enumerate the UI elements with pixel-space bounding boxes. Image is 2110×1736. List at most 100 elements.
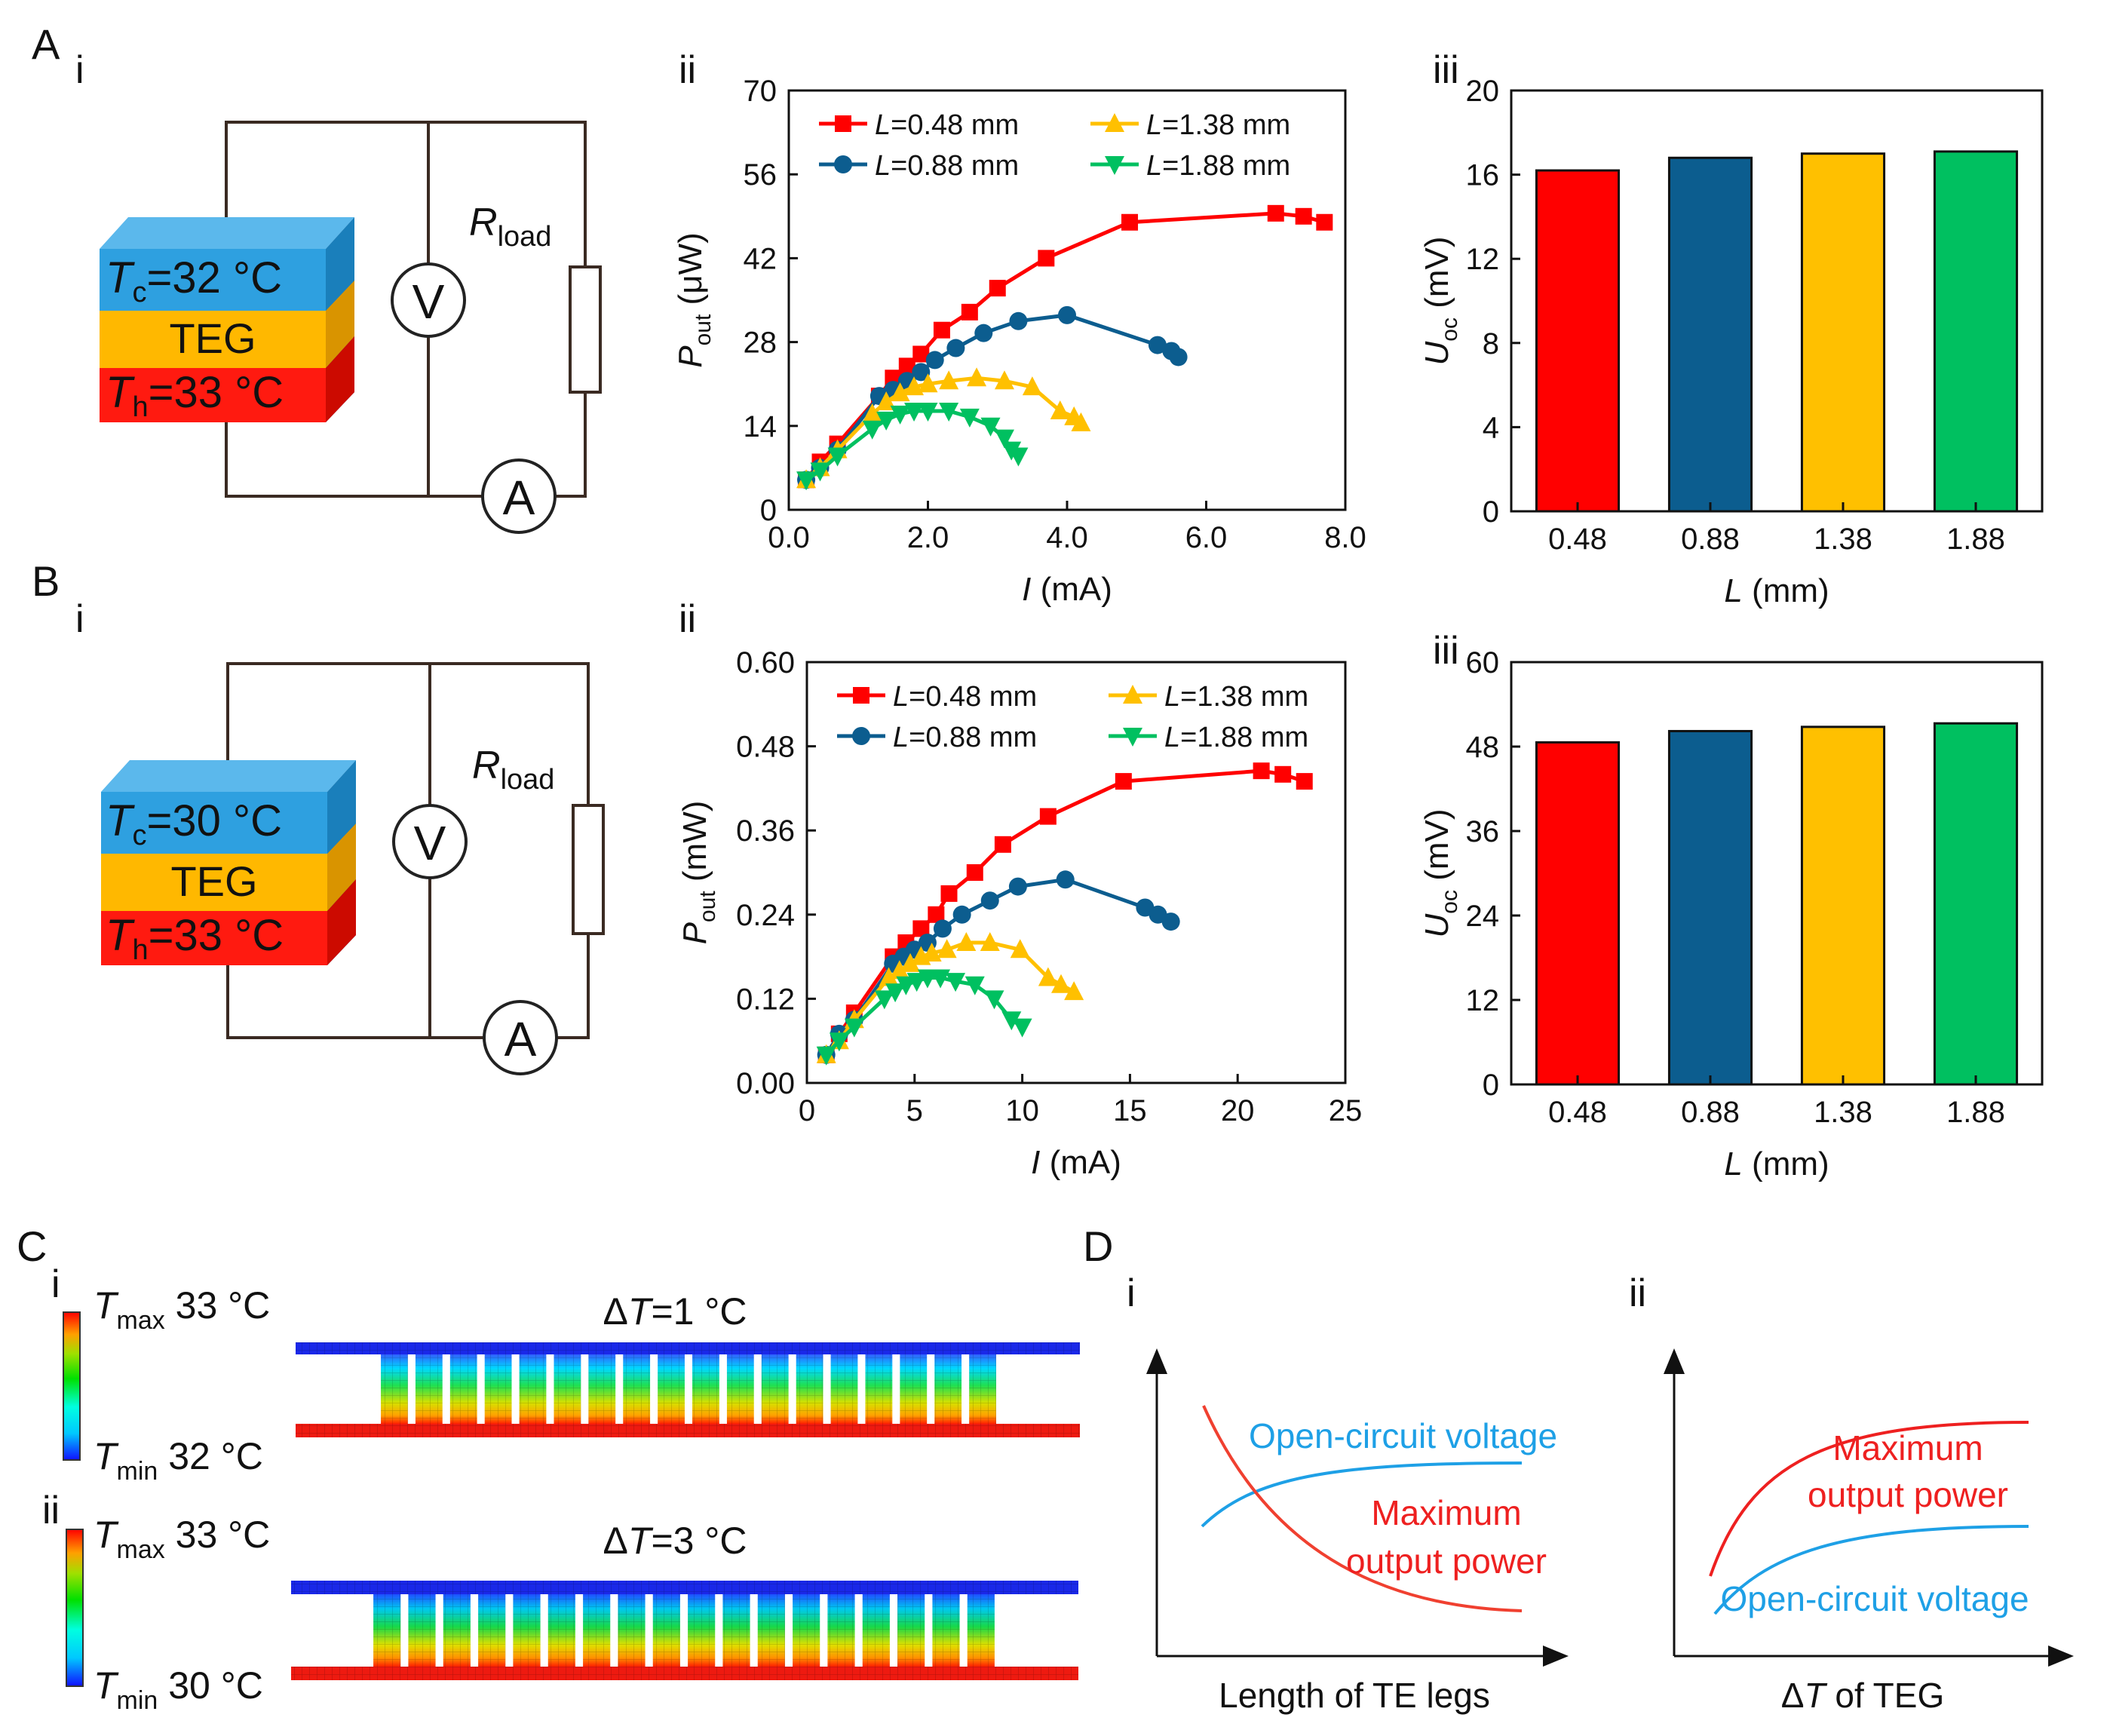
data-point (912, 920, 930, 937)
delta-t-title: ΔT=3 °C (603, 1520, 747, 1562)
te-leg-mesh (415, 1354, 443, 1424)
y-tick-label: 14 (744, 410, 777, 443)
x-axis-title: L (mm) (1724, 1146, 1829, 1182)
te-leg-mesh (588, 1354, 616, 1424)
voltage-curve (1713, 1525, 2029, 1615)
x-axis-title: L (mm) (1724, 572, 1829, 609)
data-point (946, 339, 965, 357)
tmax-label: Tmax 33 °C (94, 1284, 270, 1335)
chart-A-iii-voltage-bars: 0 4 8 12 16 20 0.48 0.88 1.38 1.88 L (mm) Uoc (mV) (1418, 75, 2044, 609)
te-leg-mesh (484, 1354, 512, 1424)
data-point (912, 363, 931, 382)
y-tick-label: 0 (760, 494, 777, 527)
bar-0.48 (1535, 741, 1621, 1086)
series-L1.88mm (796, 402, 1029, 491)
plot-frame (1510, 661, 2044, 1086)
y-arrow-icon (1146, 1348, 1167, 1374)
data-point (931, 969, 951, 989)
data-point (946, 973, 966, 992)
data-point (984, 990, 1004, 1010)
data-point (796, 471, 817, 491)
legend-marker (1105, 113, 1124, 132)
sim-C-ii: Tmax 33 °C Tmin 30 °C ΔT=3 °C (66, 1514, 1078, 1715)
tmax-label: Tmax 33 °C (94, 1514, 270, 1564)
data-point (980, 932, 1000, 951)
data-point (889, 960, 909, 980)
data-point (862, 420, 882, 440)
data-point (912, 345, 930, 363)
data-point (1039, 808, 1057, 825)
series-line (805, 211, 1326, 481)
legend-label: L=0.88 mm (893, 722, 1037, 753)
x-tick-label: 4.0 (1046, 521, 1088, 554)
data-point (989, 280, 1006, 297)
legend-marker (835, 115, 851, 132)
legend-label: L=0.48 mm (875, 109, 1019, 141)
series-line (824, 768, 1305, 1057)
y-tick-label: 20 (1466, 75, 1500, 108)
voltage-curve-label: Open-circuit voltage (1720, 1579, 2029, 1618)
series-line (805, 313, 1180, 482)
data-point (965, 976, 985, 995)
legend-label: L=1.38 mm (1146, 109, 1290, 141)
data-point (1161, 912, 1180, 931)
x-tick-label: 0 (799, 1094, 815, 1127)
te-leg-mesh (449, 1354, 477, 1424)
y-tick-label: 24 (1466, 900, 1500, 933)
y-arrow-icon (1664, 1348, 1685, 1374)
data-point (933, 919, 952, 938)
color-scale-bar (63, 1311, 81, 1461)
y-axis-title: Uoc (mV) (1418, 237, 1462, 366)
panel-label-D-i: i (1127, 1271, 1136, 1315)
y-tick-label: 0 (1483, 1069, 1499, 1102)
data-point (896, 976, 916, 995)
hot-temp-label: Th=33 °C (106, 911, 284, 966)
bar-0.48 (1535, 169, 1621, 513)
color-scale-bar (66, 1529, 84, 1687)
schematic-D-i: Open-circuit voltage Maximum output powe… (1146, 1348, 1569, 1715)
bar-1.88 (1933, 150, 2019, 513)
panel-label-D: D (1083, 1222, 1113, 1270)
data-point (1267, 204, 1284, 222)
legend-marker (1123, 685, 1142, 704)
data-point (1169, 348, 1188, 367)
bar-1.38 (1800, 725, 1886, 1086)
data-point (980, 891, 999, 910)
te-leg-mesh (554, 1354, 581, 1424)
te-leg-mesh (862, 1594, 890, 1667)
te-leg-mesh (652, 1594, 680, 1667)
voltage-curve (1201, 1461, 1523, 1528)
data-point (1295, 207, 1312, 225)
teg-label: TEG (169, 314, 256, 362)
load-resistor (569, 265, 602, 394)
te-leg-mesh (658, 1354, 685, 1424)
data-point (959, 408, 980, 428)
legend: L=0.48 mm L=0.88 mm L=1.38 mm L=1.88 mm (819, 109, 1290, 182)
y-tick-label: 28 (744, 327, 777, 360)
teg-label: TEG (170, 857, 257, 905)
power-curve-label-1: Maximum (1832, 1428, 1983, 1468)
data-point (1121, 213, 1139, 231)
tmin-label: Tmin 32 °C (94, 1435, 263, 1486)
legend-marker (834, 155, 852, 173)
te-leg-mesh (761, 1354, 789, 1424)
ammeter-icon (481, 459, 557, 534)
cold-temp-label: Tc=32 °C (106, 253, 282, 308)
panel-label-A-ii: ii (679, 48, 696, 92)
data-point (1253, 762, 1270, 780)
panel-label-A-i: i (75, 48, 84, 92)
x-tick-label: 0.88 (1681, 1096, 1740, 1129)
x-axis-title: I (mA) (1022, 571, 1112, 608)
y-axis-title: Uoc (mV) (1418, 809, 1462, 938)
x-tick-label: 2.0 (907, 521, 949, 554)
data-point (876, 411, 897, 431)
data-point (952, 905, 971, 924)
data-point (966, 864, 983, 881)
data-point (939, 402, 959, 422)
data-point (937, 939, 957, 958)
te-leg-mesh (688, 1594, 716, 1667)
x-axis-label: ΔT of TEG (1781, 1676, 1945, 1715)
te-leg-mesh (796, 1354, 823, 1424)
te-leg-mesh (547, 1594, 575, 1667)
power-curve-label-2: output power (1808, 1475, 2008, 1514)
